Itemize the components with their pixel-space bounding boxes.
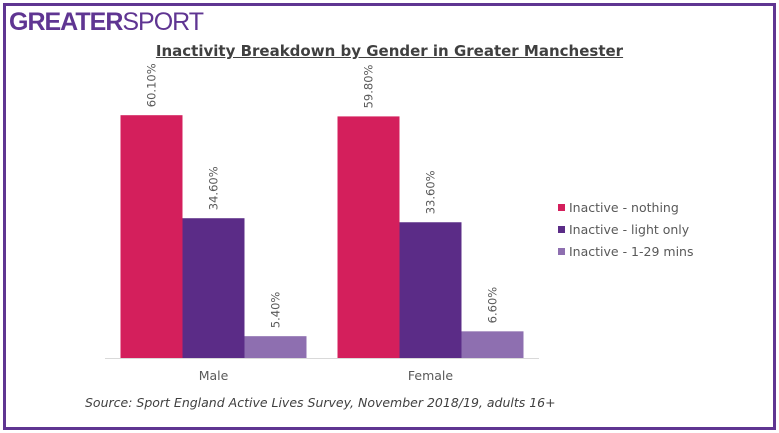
legend-label: Inactive - light only [569,221,690,237]
bar [399,222,462,358]
bar [120,115,183,358]
legend-label: Inactive - nothing [569,199,679,215]
chart-frame [3,3,776,430]
legend-swatch [558,247,565,255]
data-label: 34.60% [207,166,221,210]
x-tick-label: Female [408,368,454,383]
bar [182,218,245,358]
legend-item: Inactive - 1-29 mins [558,240,694,262]
data-label: 6.60% [486,287,500,324]
x-tick-label: Male [199,368,229,383]
source-note: Source: Sport England Active Lives Surve… [85,395,556,410]
bar [244,336,307,358]
chart-title: Inactivity Breakdown by Gender in Greate… [155,42,624,60]
bar [461,331,524,358]
legend-label: Inactive - 1-29 mins [569,243,694,259]
legend-swatch [558,203,565,211]
legend-item: Inactive - nothing [558,196,694,218]
data-label: 59.80% [362,64,376,108]
legend-swatch [558,225,565,233]
data-label: 33.60% [424,170,438,214]
greatersport-logo: GREATERSPORT [9,8,204,36]
legend-item: Inactive - light only [558,218,694,240]
legend: Inactive - nothing Inactive - light only… [558,196,694,262]
data-label: 60.10% [145,63,159,107]
data-label: 5.40% [269,292,283,329]
bar [337,116,400,359]
